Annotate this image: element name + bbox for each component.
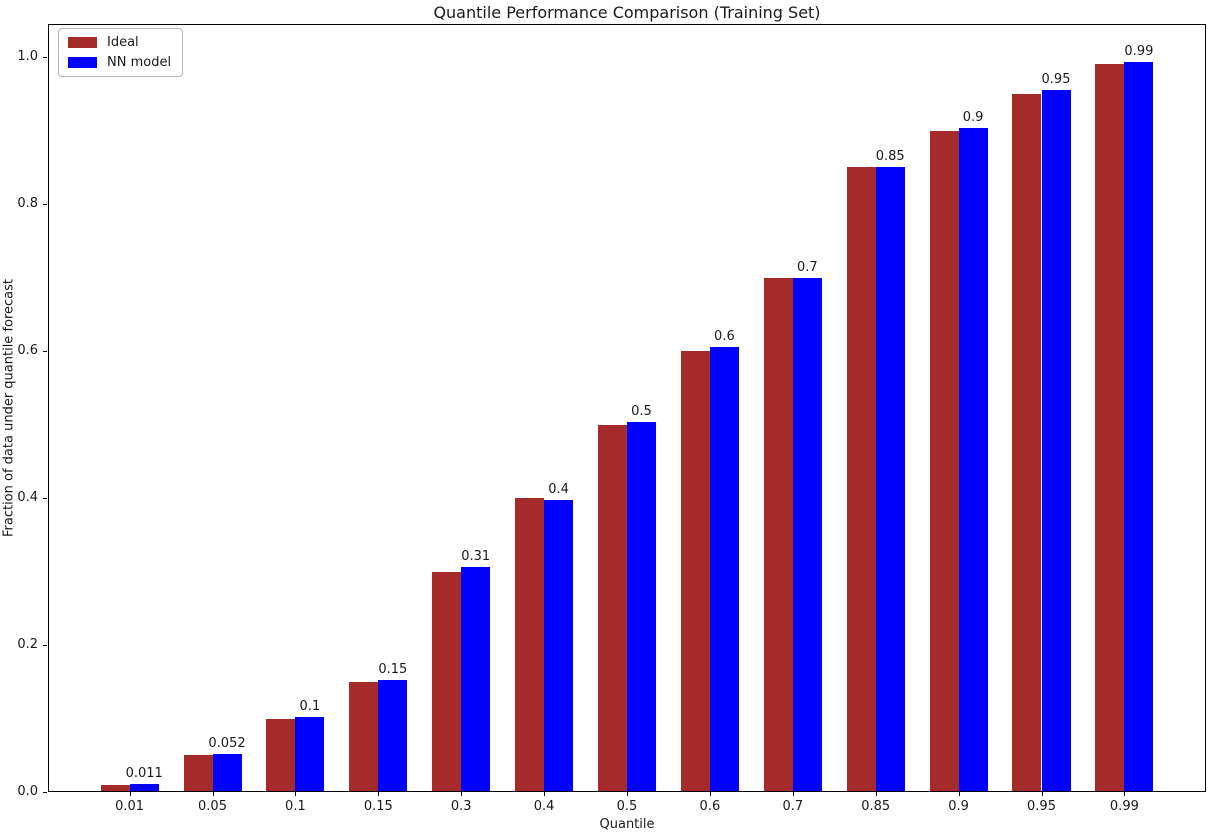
x-tick-label-0.3: 0.3 xyxy=(450,799,472,814)
legend-label-nn-model: NN model xyxy=(107,55,172,70)
x-tick-label-0.85: 0.85 xyxy=(861,799,891,814)
y-tick-label-0.0: 0.0 xyxy=(17,784,38,799)
bar-nn-model-0.4 xyxy=(544,499,574,791)
bar-ideal-0.15 xyxy=(349,681,379,791)
bar-nn-model-0.3 xyxy=(461,567,491,791)
y-tick-mark-1.0 xyxy=(43,57,47,59)
bar-nn-model-0.01 xyxy=(129,783,159,791)
bar-value-label-0.95: 0.95 xyxy=(1041,72,1071,88)
bar-ideal-0.85 xyxy=(846,167,876,791)
x-tick-label-0.99: 0.99 xyxy=(1109,799,1139,814)
x-tick-label-0.9: 0.9 xyxy=(948,799,969,814)
x-tick-mark-0.95 xyxy=(1041,792,1043,796)
bar-ideal-0.9 xyxy=(929,130,959,791)
bar-ideal-0.3 xyxy=(432,571,462,791)
x-tick-label-0.95: 0.95 xyxy=(1027,799,1056,814)
x-axis-label: Quantile xyxy=(599,817,655,832)
x-tick-mark-0.85 xyxy=(875,792,877,796)
bar-value-label-0.6: 0.6 xyxy=(714,329,735,345)
x-tick-label-0.5: 0.5 xyxy=(616,799,638,814)
bar-value-label-0.15: 0.15 xyxy=(378,662,408,678)
y-tick-mark-0.2 xyxy=(43,645,47,646)
x-tick-mark-0.05 xyxy=(212,792,214,796)
y-tick-label-0.4: 0.4 xyxy=(17,490,38,505)
bar-nn-model-0.15 xyxy=(378,680,408,791)
bar-nn-model-0.95 xyxy=(1041,90,1071,791)
y-tick-mark-0.6 xyxy=(43,351,47,352)
x-tick-mark-0.01 xyxy=(129,792,131,796)
legend-item-ideal: Ideal xyxy=(68,35,171,50)
x-tick-mark-0.6 xyxy=(709,792,711,796)
bar-ideal-0.99 xyxy=(1095,64,1125,791)
bar-ideal-0.05 xyxy=(183,755,213,791)
bar-nn-model-0.6 xyxy=(709,347,739,791)
bar-nn-model-0.7 xyxy=(792,277,822,791)
x-tick-mark-0.9 xyxy=(958,792,960,796)
legend-label-ideal: Ideal xyxy=(107,35,139,50)
bar-value-label-0.05: 0.052 xyxy=(208,735,246,751)
y-tick-mark-0.8 xyxy=(43,204,47,206)
bar-ideal-0.5 xyxy=(598,424,627,791)
x-tick-mark-0.15 xyxy=(378,792,380,796)
bar-nn-model-0.85 xyxy=(875,166,905,791)
x-tick-label-0.1: 0.1 xyxy=(285,799,306,814)
x-tick-mark-0.7 xyxy=(792,792,794,796)
bar-nn-model-0.5 xyxy=(627,422,656,791)
legend-item-nn-model: NN model xyxy=(68,55,171,70)
bar-value-label-0.7: 0.7 xyxy=(796,259,818,275)
y-tick-mark-0.4 xyxy=(43,498,47,499)
legend-swatch-nn-model xyxy=(68,57,97,68)
x-tick-label-0.6: 0.6 xyxy=(699,799,721,814)
bar-value-label-0.01: 0.011 xyxy=(125,765,163,781)
bar-value-label-0.1: 0.1 xyxy=(299,699,321,714)
legend-swatch-ideal xyxy=(68,37,97,48)
y-tick-label-1.0: 1.0 xyxy=(17,49,38,65)
y-tick-label-0.2: 0.2 xyxy=(17,637,38,652)
x-tick-label-0.01: 0.01 xyxy=(115,799,145,814)
y-tick-label-0.6: 0.6 xyxy=(17,343,38,358)
bar-value-label-0.9: 0.9 xyxy=(962,110,984,126)
bar-ideal-0.7 xyxy=(763,277,793,791)
bar-ideal-0.4 xyxy=(515,498,545,791)
bar-ideal-0.01 xyxy=(100,784,130,791)
bar-value-label-0.85: 0.85 xyxy=(875,148,905,164)
x-tick-label-0.15: 0.15 xyxy=(363,799,393,814)
x-tick-label-0.05: 0.05 xyxy=(198,799,227,814)
legend: Ideal NN model xyxy=(58,28,184,77)
bar-nn-model-0.9 xyxy=(958,128,988,791)
x-tick-label-0.7: 0.7 xyxy=(782,799,804,814)
y-tick-label-0.8: 0.8 xyxy=(17,196,38,212)
bar-ideal-0.95 xyxy=(1012,93,1042,791)
x-tick-label-0.4: 0.4 xyxy=(533,799,555,814)
y-tick-mark-0.0 xyxy=(43,792,47,793)
bar-value-label-0.99: 0.99 xyxy=(1124,44,1154,60)
bar-nn-model-0.05 xyxy=(212,753,242,791)
x-tick-mark-0.99 xyxy=(1124,792,1126,796)
bar-value-label-0.3: 0.31 xyxy=(461,549,491,565)
bar-value-label-0.4: 0.4 xyxy=(548,481,569,497)
x-tick-mark-0.5 xyxy=(627,792,628,796)
x-tick-mark-0.1 xyxy=(295,792,297,796)
bar-value-label-0.5: 0.5 xyxy=(631,404,652,420)
x-tick-mark-0.4 xyxy=(544,792,546,796)
bar-nn-model-0.1 xyxy=(295,717,325,791)
chart-title: Quantile Performance Comparison (Trainin… xyxy=(433,3,821,22)
bar-ideal-0.1 xyxy=(266,718,296,791)
bar-ideal-0.6 xyxy=(680,351,710,791)
x-tick-mark-0.3 xyxy=(461,792,463,796)
bar-nn-model-0.99 xyxy=(1124,62,1154,791)
